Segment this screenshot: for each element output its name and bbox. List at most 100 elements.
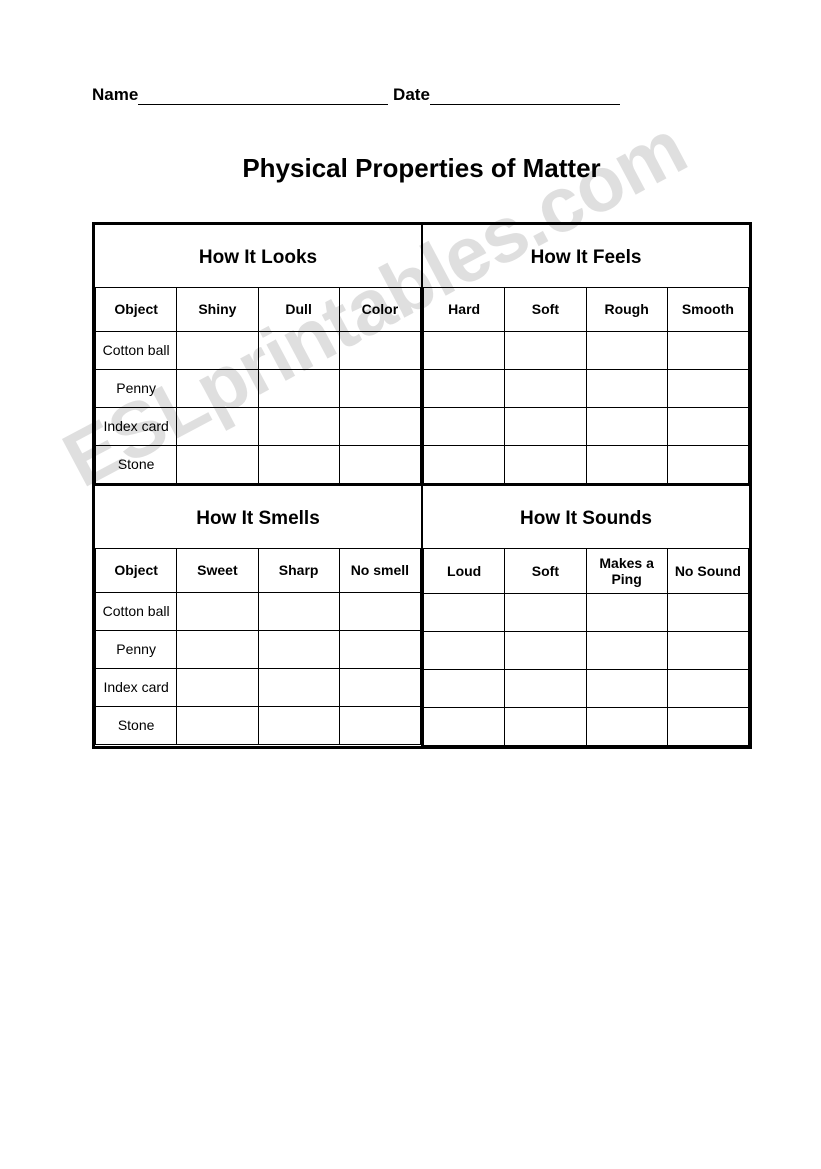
empty-cell	[505, 670, 586, 708]
quad-how-it-sounds: How It Sounds Loud Soft Makes a Ping No …	[422, 485, 750, 747]
table-feels: Hard Soft Rough Smooth	[423, 287, 749, 484]
table-row: Penny	[96, 631, 421, 669]
object-cell: Stone	[96, 707, 177, 745]
quad-how-it-smells: How It Smells Object Sweet Sharp No smel…	[94, 485, 422, 747]
empty-cell	[339, 669, 420, 707]
object-cell: Cotton ball	[96, 593, 177, 631]
name-blank	[138, 91, 388, 105]
empty-cell	[505, 370, 586, 408]
empty-cell	[667, 370, 748, 408]
empty-cell	[667, 408, 748, 446]
empty-cell	[586, 370, 667, 408]
empty-cell	[424, 446, 505, 484]
object-cell: Cotton ball	[96, 332, 177, 370]
table-row	[424, 670, 749, 708]
col-header: Hard	[424, 288, 505, 332]
empty-cell	[258, 707, 339, 745]
empty-cell	[586, 408, 667, 446]
empty-cell	[667, 446, 748, 484]
col-header: Sweet	[177, 549, 258, 593]
empty-cell	[339, 631, 420, 669]
object-cell: Index card	[96, 669, 177, 707]
empty-cell	[667, 594, 748, 632]
empty-cell	[177, 669, 258, 707]
empty-cell	[505, 632, 586, 670]
col-header: Smooth	[667, 288, 748, 332]
empty-cell	[424, 594, 505, 632]
date-blank	[430, 91, 620, 105]
empty-cell	[177, 332, 258, 370]
table-row	[424, 594, 749, 632]
empty-cell	[505, 708, 586, 746]
col-header: No Sound	[667, 549, 748, 594]
object-cell: Penny	[96, 370, 177, 408]
col-header: Loud	[424, 549, 505, 594]
table-sounds: Loud Soft Makes a Ping No Sound	[423, 548, 749, 746]
empty-cell	[177, 370, 258, 408]
empty-cell	[258, 446, 339, 484]
quad-how-it-looks: How It Looks Object Shiny Dull Color Cot…	[94, 224, 422, 485]
table-row	[424, 708, 749, 746]
empty-cell	[667, 332, 748, 370]
col-header: Soft	[505, 549, 586, 594]
name-label: Name	[92, 85, 138, 104]
empty-cell	[258, 593, 339, 631]
table-row	[424, 332, 749, 370]
empty-cell	[177, 446, 258, 484]
empty-cell	[424, 408, 505, 446]
col-header: No smell	[339, 549, 420, 593]
empty-cell	[667, 708, 748, 746]
col-header: Rough	[586, 288, 667, 332]
table-row: Index card	[96, 408, 421, 446]
col-header: Makes a Ping	[586, 549, 667, 594]
empty-cell	[586, 670, 667, 708]
table-row: Cotton ball	[96, 593, 421, 631]
col-object: Object	[96, 549, 177, 593]
table-row: Object Shiny Dull Color	[96, 288, 421, 332]
table-row	[424, 446, 749, 484]
empty-cell	[339, 446, 420, 484]
empty-cell	[667, 670, 748, 708]
empty-cell	[258, 669, 339, 707]
empty-cell	[339, 332, 420, 370]
empty-cell	[424, 370, 505, 408]
table-row: Stone	[96, 446, 421, 484]
object-cell: Penny	[96, 631, 177, 669]
empty-cell	[258, 332, 339, 370]
empty-cell	[586, 632, 667, 670]
object-cell: Stone	[96, 446, 177, 484]
empty-cell	[258, 408, 339, 446]
table-row	[424, 408, 749, 446]
empty-cell	[177, 408, 258, 446]
table-row: Index card	[96, 669, 421, 707]
col-header: Sharp	[258, 549, 339, 593]
properties-grid: How It Looks Object Shiny Dull Color Cot…	[92, 222, 752, 749]
table-row: Object Sweet Sharp No smell	[96, 549, 421, 593]
object-cell: Index card	[96, 408, 177, 446]
col-header: Dull	[258, 288, 339, 332]
col-header: Soft	[505, 288, 586, 332]
col-header: Color	[339, 288, 420, 332]
empty-cell	[586, 332, 667, 370]
table-row: Penny	[96, 370, 421, 408]
page-title: Physical Properties of Matter	[92, 153, 751, 184]
table-row: Stone	[96, 707, 421, 745]
date-label: Date	[393, 85, 430, 104]
quad-title-feels: How It Feels	[423, 225, 749, 287]
empty-cell	[505, 408, 586, 446]
empty-cell	[505, 594, 586, 632]
empty-cell	[586, 446, 667, 484]
quad-title-smells: How It Smells	[95, 486, 421, 548]
empty-cell	[667, 632, 748, 670]
empty-cell	[258, 631, 339, 669]
table-row: Hard Soft Rough Smooth	[424, 288, 749, 332]
table-row	[424, 632, 749, 670]
empty-cell	[177, 631, 258, 669]
empty-cell	[339, 408, 420, 446]
empty-cell	[177, 707, 258, 745]
empty-cell	[424, 670, 505, 708]
empty-cell	[424, 632, 505, 670]
worksheet-page: Name Date Physical Properties of Matter …	[0, 0, 821, 749]
empty-cell	[505, 446, 586, 484]
col-header: Shiny	[177, 288, 258, 332]
